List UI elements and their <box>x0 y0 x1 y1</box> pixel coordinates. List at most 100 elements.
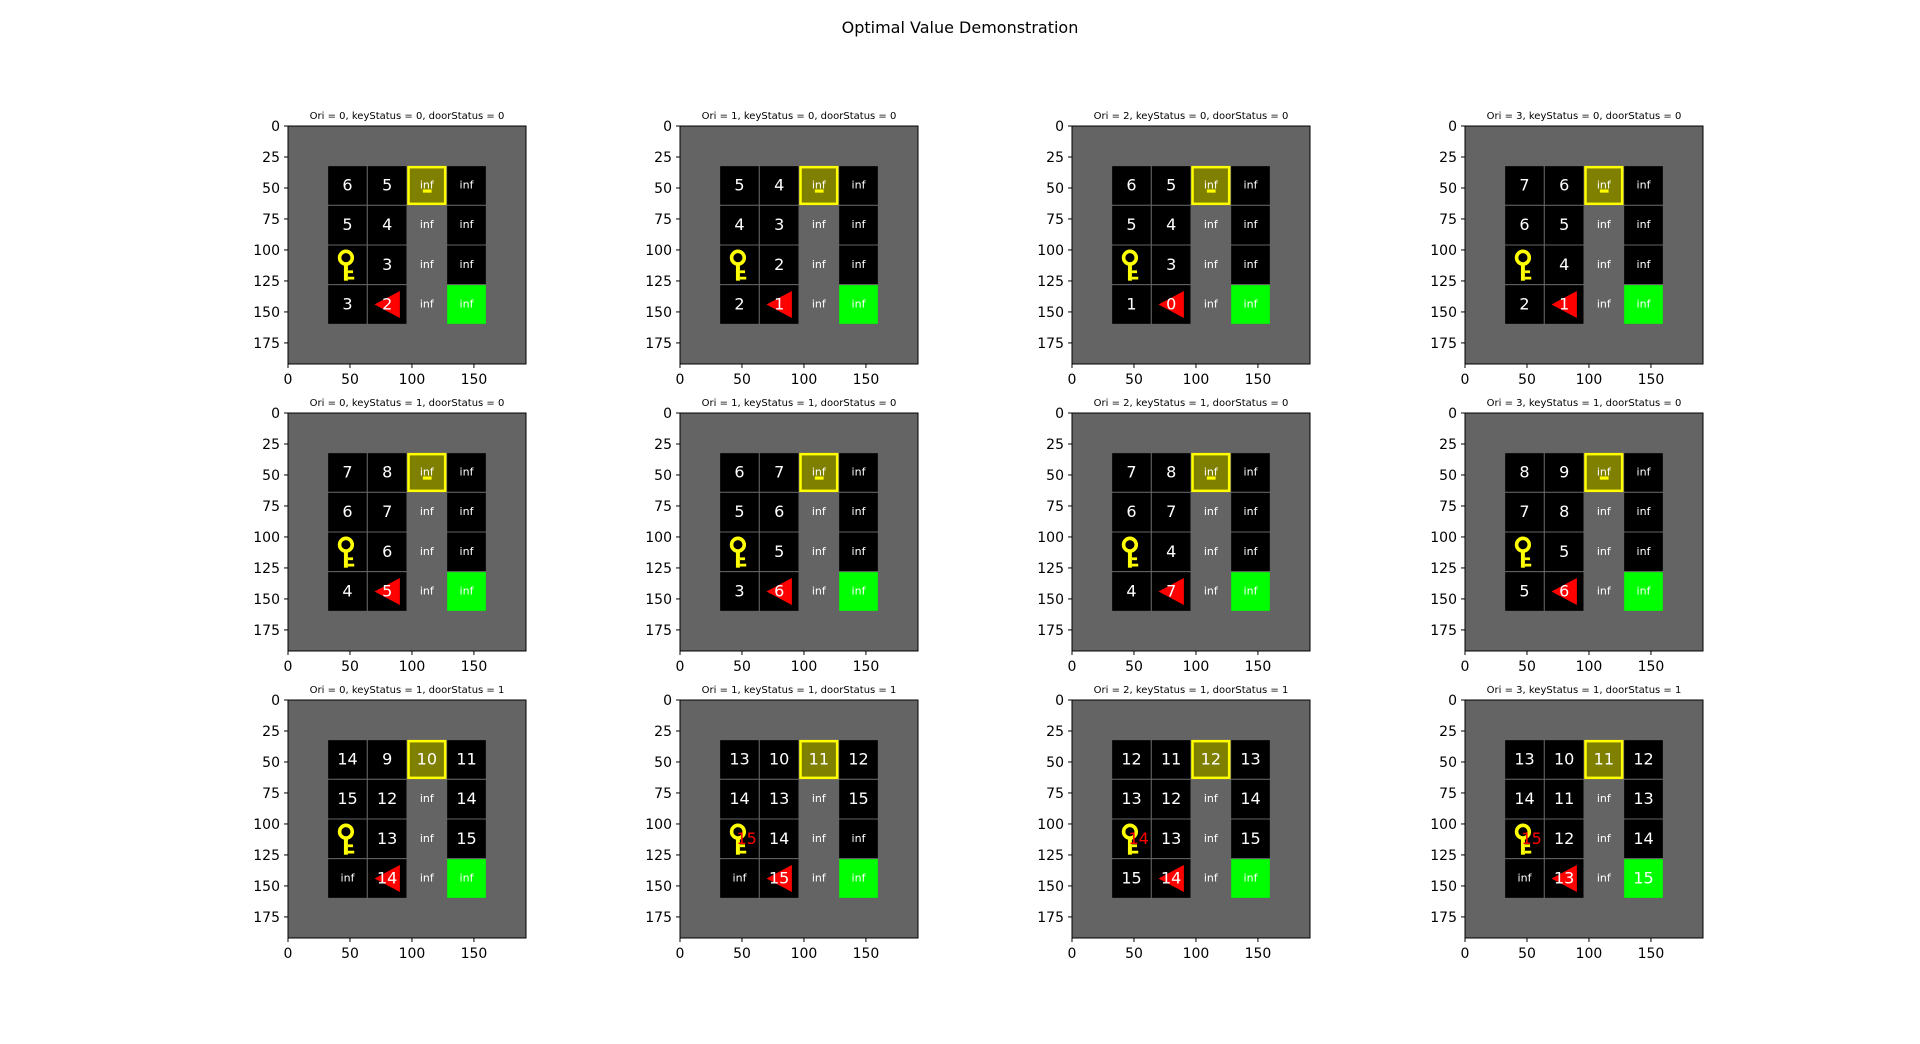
x-tick-label: 100 <box>1576 659 1603 675</box>
cell-value-label: 14 <box>1161 869 1181 888</box>
floor-cell <box>1543 778 1585 820</box>
floor-cell <box>719 491 760 533</box>
agent-marker <box>766 865 792 892</box>
x-tick-label: 150 <box>853 946 880 962</box>
cell-value-label: inf <box>1597 466 1612 479</box>
goal-cell <box>838 858 879 899</box>
door-handle <box>422 189 432 193</box>
cell-value-label: inf <box>460 466 475 479</box>
x-tick-label: 0 <box>284 659 293 675</box>
wall-cell <box>1190 284 1232 325</box>
cell-value-label: 6 <box>1519 215 1529 234</box>
subplot-panel: Ori = 1, keyStatus = 1, doorStatus = 1 13… <box>645 685 919 962</box>
cell-value-label: inf <box>1244 258 1259 271</box>
cell-value-label: inf <box>420 179 435 192</box>
cell-value-label: 15 <box>848 789 868 808</box>
y-tick-label: 0 <box>1055 406 1064 422</box>
cell-value-label: inf <box>420 466 435 479</box>
y-tick-label: 175 <box>1430 910 1457 926</box>
door-handle <box>1206 189 1216 193</box>
wall-cell <box>1583 284 1625 325</box>
goal-cell <box>446 571 487 612</box>
wall-cell <box>406 284 448 325</box>
floor-cell <box>1150 818 1192 860</box>
x-tick-label: 50 <box>1518 946 1536 962</box>
cell-value-label: inf <box>812 792 827 805</box>
cell-value-label: 6 <box>774 582 784 601</box>
y-tick-label: 0 <box>1448 119 1457 135</box>
cell-value-label: inf <box>1637 179 1652 192</box>
cell-value-label: 7 <box>1166 502 1176 521</box>
wall-cell <box>406 571 448 612</box>
x-tick-label: 150 <box>461 659 488 675</box>
y-tick-label: 75 <box>654 499 672 515</box>
floor-cell <box>758 165 800 206</box>
floor-cell <box>1504 491 1545 533</box>
floor-cell <box>327 165 368 206</box>
x-tick-label: 0 <box>284 372 293 388</box>
subplot-title: Ori = 3, keyStatus = 0, doorStatus = 0 <box>1487 111 1682 122</box>
y-tick-label: 150 <box>253 305 280 321</box>
x-tick-label: 50 <box>341 946 359 962</box>
subplot-panel: Ori = 1, keyStatus = 0, doorStatus = 0 5 4… <box>645 111 919 388</box>
cell-value-label: inf <box>852 466 867 479</box>
y-tick-label: 50 <box>654 468 672 484</box>
floor-cell <box>1504 739 1545 780</box>
cell-value-label: inf <box>1637 545 1652 558</box>
x-tick-label: 0 <box>1461 372 1470 388</box>
cell-value-label: inf <box>460 258 475 271</box>
y-tick-label: 0 <box>1448 406 1457 422</box>
y-tick-label: 0 <box>663 693 672 709</box>
agent-marker <box>1158 578 1184 605</box>
floor-cell <box>446 165 487 206</box>
cell-value-label: inf <box>420 545 435 558</box>
cell-value-label: 6 <box>342 502 352 521</box>
cell-value-label: inf <box>812 545 827 558</box>
cell-value-label: 7 <box>1519 176 1529 195</box>
cell-value-label: inf <box>1244 218 1259 231</box>
cell-value-label: 2 <box>774 255 784 274</box>
key-icon <box>1121 823 1139 855</box>
cell-value-label: inf <box>852 545 867 558</box>
cell-value-label: inf <box>812 298 827 311</box>
floor-cell <box>1623 204 1664 246</box>
y-tick-label: 75 <box>1046 786 1064 802</box>
y-tick-label: 150 <box>645 305 672 321</box>
cell-value-label: 4 <box>1166 215 1176 234</box>
floor-cell <box>1543 244 1585 286</box>
cell-value-label: inf <box>812 179 827 192</box>
x-tick-label: 150 <box>461 372 488 388</box>
floor-cell <box>366 165 408 206</box>
y-tick-label: 75 <box>262 212 280 228</box>
cell-value-label: 14 <box>769 829 789 848</box>
cell-value-label: inf <box>812 258 827 271</box>
cell-value-label: 15 <box>1240 829 1260 848</box>
y-tick-label: 125 <box>1037 274 1064 290</box>
cell-value-label: 11 <box>456 750 476 769</box>
y-tick-label: 50 <box>262 468 280 484</box>
x-tick-label: 100 <box>791 659 818 675</box>
door-border <box>407 165 447 206</box>
x-tick-label: 100 <box>1576 946 1603 962</box>
floor-cell <box>1504 452 1545 493</box>
x-tick-label: 0 <box>1068 372 1077 388</box>
cell-value-label: 13 <box>1240 750 1260 769</box>
cell-value-label: 13 <box>1633 789 1653 808</box>
y-tick-label: 75 <box>654 212 672 228</box>
door-cell <box>406 165 448 206</box>
y-tick-label: 100 <box>645 817 672 833</box>
floor-cell <box>1623 531 1664 573</box>
cell-value-label: 3 <box>774 215 784 234</box>
floor-cell <box>327 571 368 612</box>
y-tick-label: 0 <box>271 119 280 135</box>
cell-value-label: inf <box>1597 832 1612 845</box>
floor-cell <box>1230 531 1271 573</box>
cell-value-label: 4 <box>774 176 784 195</box>
axes-frame <box>287 125 527 365</box>
y-tick-label: 25 <box>262 724 280 740</box>
floor-cell <box>327 284 368 325</box>
cell-value-label: 3 <box>734 582 744 601</box>
axes-frame <box>1071 699 1311 939</box>
cell-value-label: inf <box>1597 218 1612 231</box>
door-border <box>799 739 839 780</box>
